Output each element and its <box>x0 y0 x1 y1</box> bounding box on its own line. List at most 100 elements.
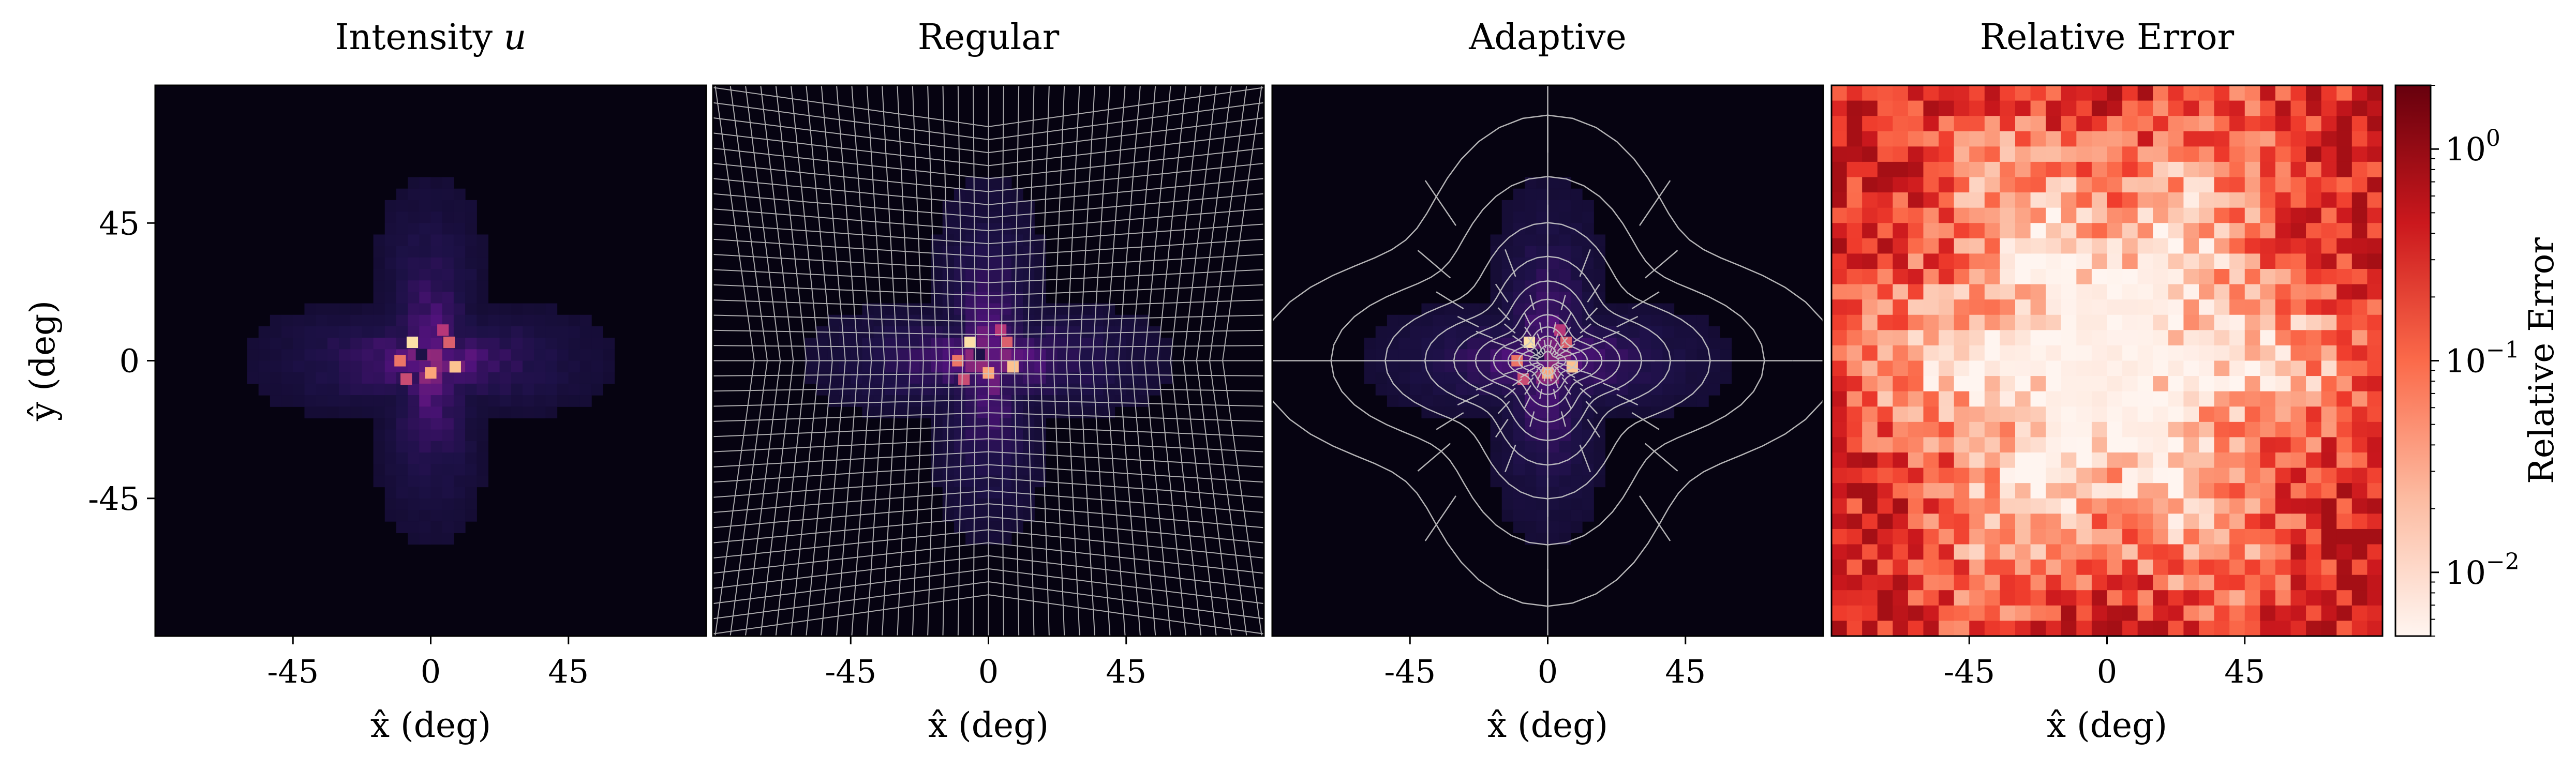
error-cell <box>2137 437 2153 453</box>
error-cell <box>2046 529 2062 545</box>
intensity-cell <box>1696 372 1709 384</box>
error-cell <box>2290 253 2306 269</box>
error-cell <box>1954 560 1970 576</box>
error-cell <box>1954 621 1970 636</box>
intensity-cell <box>965 498 977 510</box>
error-cell <box>2000 514 2016 530</box>
error-cell <box>2336 238 2352 254</box>
intensity-cell <box>1525 326 1537 338</box>
intensity-cell <box>1023 498 1035 510</box>
intensity-cell <box>1536 234 1548 247</box>
intensity-cell <box>591 338 603 350</box>
x-tick-label: 0 <box>978 653 999 690</box>
intensity-cell <box>327 303 339 315</box>
error-cell <box>2015 360 2031 376</box>
intensity-cell <box>579 338 592 350</box>
error-cell <box>2046 100 2062 116</box>
error-cell <box>1832 406 1848 422</box>
error-cell <box>2367 161 2383 178</box>
intensity-cell <box>419 464 431 476</box>
error-cell <box>1923 452 1939 469</box>
intensity-cell <box>270 326 282 338</box>
intensity-cell <box>1467 303 1479 315</box>
intensity-cell <box>1034 372 1047 384</box>
intensity-cell <box>477 429 489 442</box>
mesh-spoke <box>1553 341 1559 350</box>
intensity-cell <box>1375 326 1388 338</box>
intensity-cell <box>453 338 466 350</box>
error-cell <box>1984 421 2001 438</box>
error-cell <box>2061 161 2077 178</box>
error-cell <box>2030 544 2046 560</box>
error-cell <box>1908 360 1924 376</box>
error-cell <box>1893 131 1909 147</box>
error-cell <box>2306 314 2322 330</box>
error-cell <box>2168 284 2184 300</box>
error-cell <box>2260 330 2276 346</box>
error-cell <box>2091 360 2108 376</box>
intensity-cell <box>373 395 385 407</box>
error-cell <box>2122 529 2138 545</box>
intensity-cell <box>908 326 920 338</box>
intensity-cell <box>965 452 977 464</box>
error-cell <box>1862 314 1878 330</box>
intensity-cell <box>1000 372 1012 384</box>
error-cell <box>1984 529 2001 545</box>
intensity-cell <box>919 360 932 373</box>
intensity-cell <box>408 326 420 338</box>
intensity-cell <box>293 395 305 407</box>
error-cell <box>2015 421 2031 438</box>
intensity-cell <box>1525 223 1537 235</box>
intensity-cell <box>1456 360 1468 373</box>
error-cell <box>2153 421 2169 438</box>
error-cell <box>2306 299 2322 315</box>
error-cell <box>2351 177 2368 193</box>
error-cell <box>2030 284 2046 300</box>
intensity-cell <box>523 395 534 407</box>
error-cell <box>1908 498 1924 514</box>
error-cell <box>2091 575 2108 591</box>
error-cell <box>1954 437 1970 453</box>
error-cell <box>1862 360 1878 376</box>
error-cell <box>2336 590 2352 606</box>
mesh-line-h <box>713 147 1264 179</box>
intensity-cell <box>419 200 431 212</box>
error-cell <box>1908 192 1924 208</box>
mesh-line-v <box>1040 85 1050 636</box>
error-cell <box>2306 376 2322 392</box>
error-cell <box>2153 100 2169 116</box>
intensity-cell <box>1501 257 1514 269</box>
intensity-cell <box>545 383 558 396</box>
intensity-cell <box>442 257 454 269</box>
error-cell <box>2275 544 2291 560</box>
error-cell <box>2000 131 2016 147</box>
error-cell <box>2000 575 2016 591</box>
intensity-cell <box>396 234 408 247</box>
intensity-cell <box>568 338 580 350</box>
intensity-cell <box>430 487 443 499</box>
intensity-cell <box>1000 269 1012 281</box>
error-cell <box>2275 238 2291 254</box>
error-cell <box>2244 575 2260 591</box>
error-cell <box>2260 223 2276 239</box>
error-cell <box>2137 161 2153 178</box>
intensity-cell <box>293 383 305 396</box>
error-cell <box>2290 498 2306 514</box>
x-axis-label: x̂ (deg) <box>1487 705 1608 745</box>
error-cell <box>1923 345 1939 361</box>
error-cell <box>2076 100 2092 116</box>
error-cell <box>2061 299 2077 315</box>
mesh-line-v <box>1209 85 1247 636</box>
error-cell <box>2046 406 2062 422</box>
error-cell <box>2015 467 2031 484</box>
intensity-cell <box>534 383 546 396</box>
error-cell <box>2306 437 2322 453</box>
error-cell <box>2290 467 2306 484</box>
intensity-cell <box>965 212 977 223</box>
intensity-cell <box>419 509 431 522</box>
intensity-cell <box>1398 326 1410 338</box>
intensity-cell <box>1149 349 1161 361</box>
intensity-cell <box>827 338 840 350</box>
error-cell <box>2183 131 2199 147</box>
error-cell <box>2290 590 2306 606</box>
